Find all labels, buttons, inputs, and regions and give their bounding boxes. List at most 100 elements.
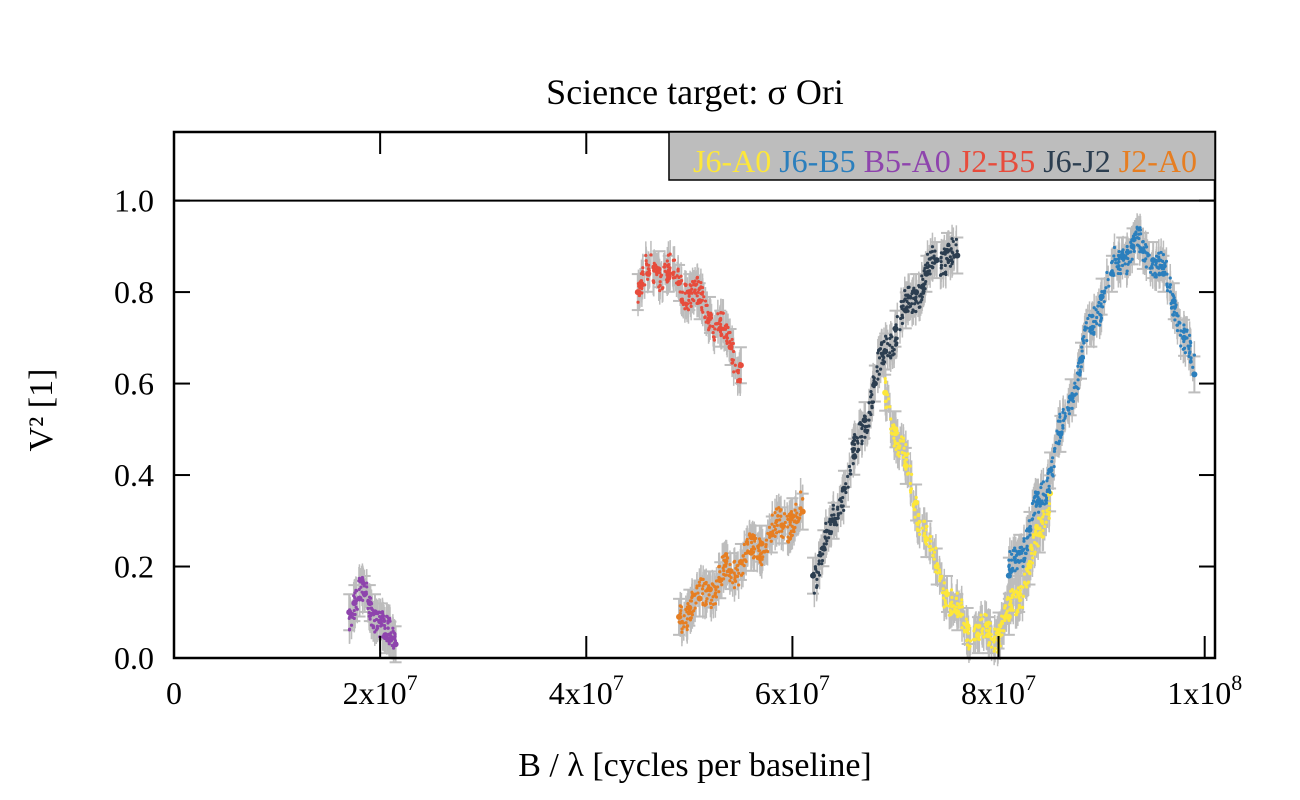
data-point <box>1153 275 1157 279</box>
data-point <box>868 411 872 415</box>
data-point <box>925 266 929 270</box>
data-point <box>1009 558 1014 562</box>
data-point <box>367 611 372 615</box>
data-point <box>1090 313 1094 317</box>
data-point <box>752 554 757 559</box>
data-point <box>671 276 676 280</box>
data-point <box>1173 306 1177 310</box>
data-point <box>1029 551 1034 555</box>
data-point <box>1014 549 1018 553</box>
data-point <box>985 621 989 625</box>
data-point <box>1086 316 1090 321</box>
data-point <box>378 611 383 615</box>
data-point <box>1130 257 1134 261</box>
data-point <box>903 298 907 302</box>
data-point <box>794 514 798 518</box>
data-point <box>917 285 922 289</box>
data-point <box>742 558 746 562</box>
data-point <box>1013 613 1018 617</box>
data-point <box>835 523 839 527</box>
data-point <box>697 301 701 305</box>
data-point <box>781 535 785 539</box>
data-point <box>861 417 868 424</box>
data-point <box>932 256 937 261</box>
data-point <box>1099 297 1103 301</box>
data-point <box>1011 548 1015 553</box>
data-point <box>1099 294 1103 298</box>
data-point <box>894 447 898 452</box>
data-point <box>1123 262 1127 266</box>
data-point <box>1105 270 1109 275</box>
data-point <box>701 310 705 314</box>
legend-entry: B5-A0 <box>856 143 951 179</box>
data-point <box>639 282 644 287</box>
data-point <box>879 342 884 347</box>
data-point <box>1035 491 1039 495</box>
data-point <box>725 556 730 560</box>
data-point <box>932 261 937 265</box>
data-point <box>381 614 386 618</box>
data-point <box>1132 246 1136 251</box>
data-point <box>999 621 1003 626</box>
data-point <box>1134 232 1138 237</box>
data-point <box>1027 559 1032 564</box>
data-point <box>769 531 773 535</box>
data-point <box>829 520 833 524</box>
data-point <box>939 263 944 267</box>
data-point <box>731 360 735 365</box>
data-point <box>1061 418 1066 423</box>
data-point <box>676 267 680 271</box>
data-point <box>1009 571 1013 575</box>
data-point <box>790 518 794 522</box>
data-point <box>1168 285 1172 289</box>
data-point <box>842 508 846 512</box>
data-point <box>1028 571 1032 576</box>
data-point <box>944 272 948 277</box>
data-point <box>992 640 996 644</box>
data-point <box>1053 446 1057 451</box>
data-point <box>850 447 854 451</box>
data-point <box>1188 333 1192 338</box>
data-point <box>943 252 947 256</box>
data-point <box>1067 406 1071 410</box>
data-point <box>671 258 675 262</box>
data-point <box>922 519 927 523</box>
data-point <box>992 649 996 653</box>
data-point <box>1073 381 1077 385</box>
data-point <box>794 502 798 506</box>
data-point <box>889 356 893 360</box>
data-point <box>1035 533 1039 537</box>
data-point <box>986 643 991 647</box>
data-point <box>957 602 961 607</box>
data-point <box>815 584 819 588</box>
data-point <box>721 327 726 331</box>
data-point <box>1099 313 1103 318</box>
data-point <box>687 612 691 616</box>
data-point <box>393 639 397 643</box>
data-point <box>943 590 947 595</box>
data-point <box>697 580 701 584</box>
data-point <box>700 306 704 310</box>
data-point <box>1015 590 1019 594</box>
data-point <box>1038 504 1042 508</box>
data-point <box>922 289 926 294</box>
data-point <box>773 511 777 515</box>
data-point <box>911 296 916 300</box>
data-point <box>1076 386 1080 391</box>
data-point <box>719 311 723 315</box>
data-point <box>700 285 705 290</box>
data-point <box>949 602 953 606</box>
data-point <box>709 316 714 320</box>
data-point <box>688 606 693 610</box>
data-point <box>684 621 688 625</box>
data-point <box>860 439 864 443</box>
data-point <box>1021 585 1025 589</box>
data-point <box>1030 517 1035 521</box>
data-point <box>890 335 894 339</box>
data-point <box>1031 556 1035 560</box>
data-point <box>984 613 988 617</box>
data-point <box>1163 265 1167 269</box>
data-point <box>695 276 699 280</box>
data-point <box>1035 526 1040 530</box>
data-point <box>850 441 854 445</box>
